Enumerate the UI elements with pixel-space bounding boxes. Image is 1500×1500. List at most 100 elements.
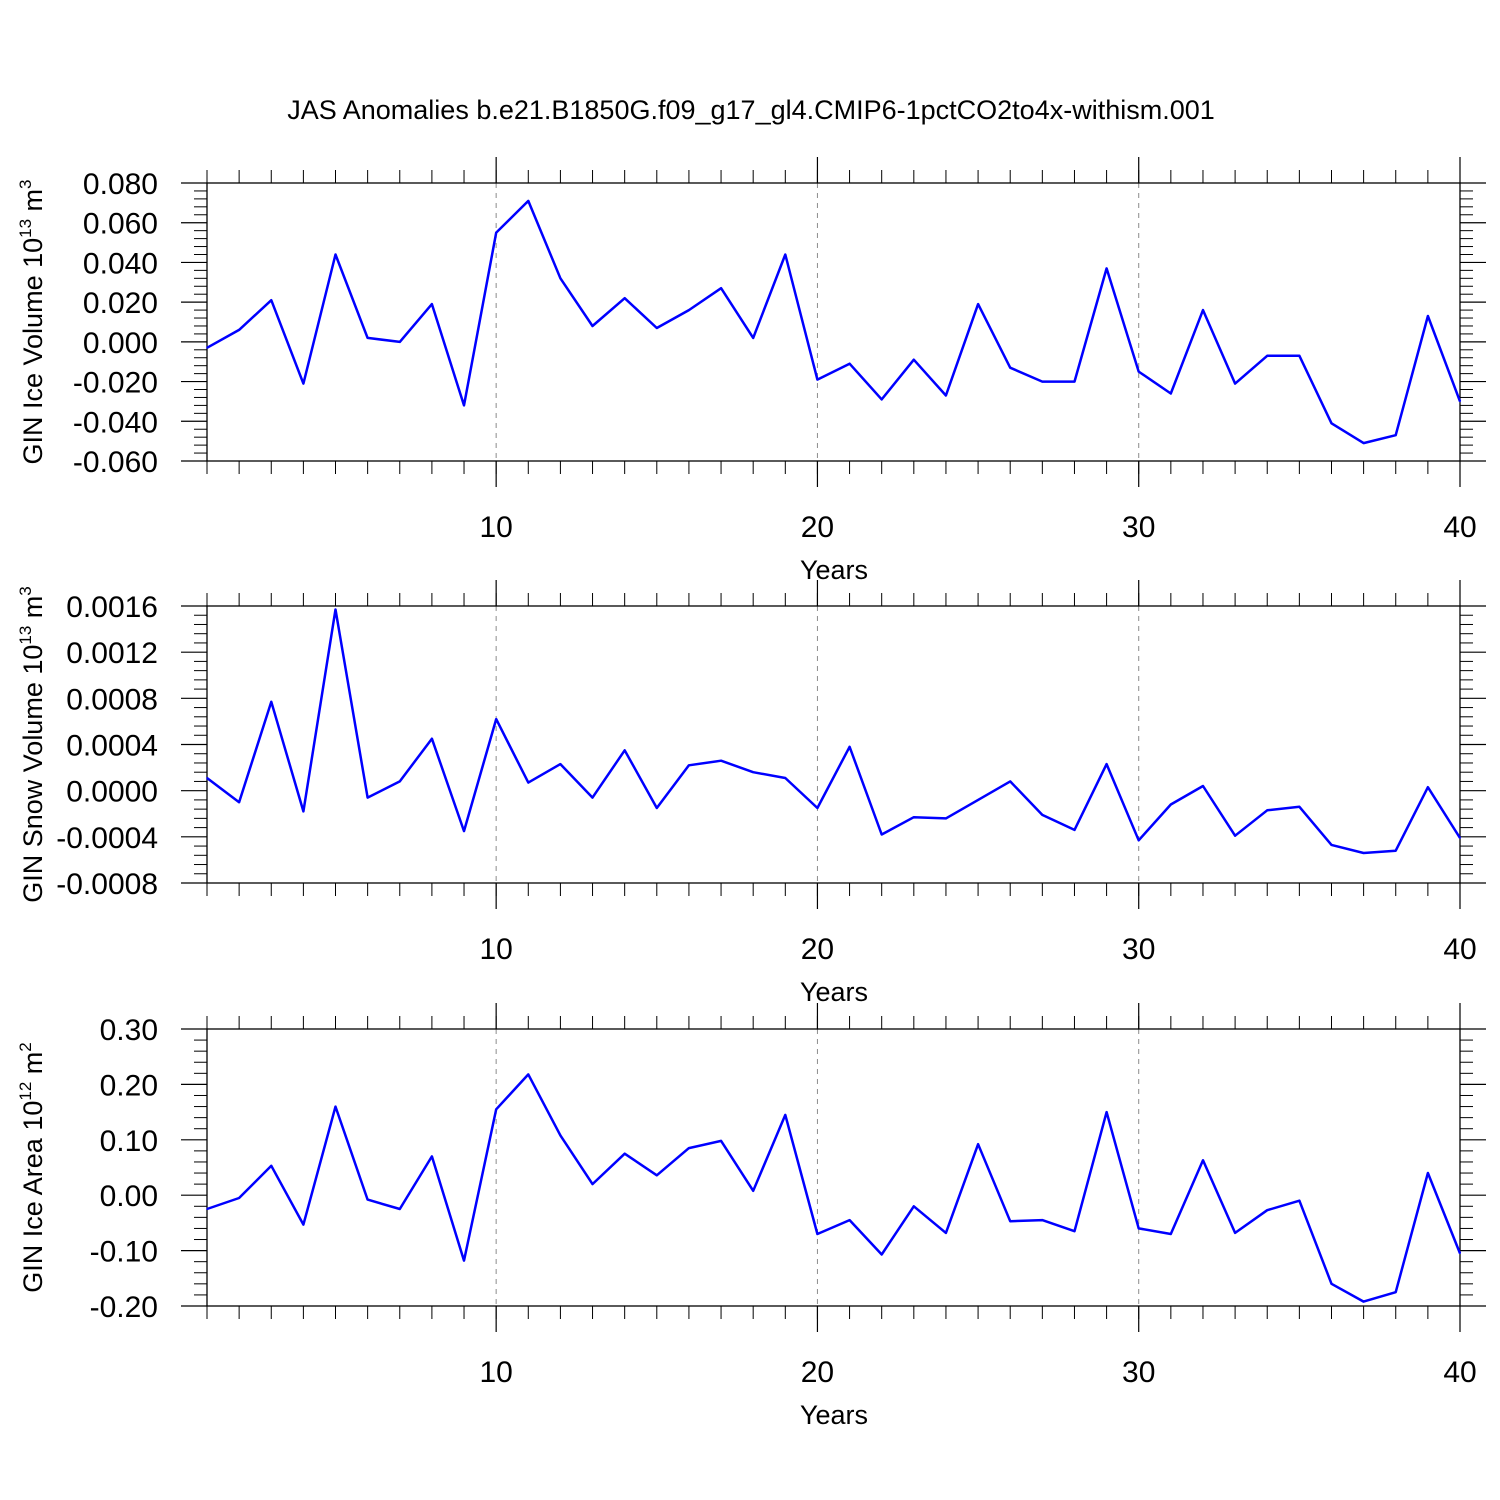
data-point [1137, 839, 1140, 842]
x-tick-label: 10 [479, 511, 512, 544]
data-point [238, 329, 240, 331]
data-point [1073, 829, 1076, 831]
y-tick-label: 0.020 [83, 287, 158, 320]
y-tick-label: 0.20 [100, 1069, 158, 1102]
data-point [720, 1140, 722, 1142]
data-point [688, 764, 690, 767]
data-point [623, 749, 626, 752]
y-tick-label: 0.30 [100, 1014, 158, 1047]
y-tick-label: 0.00 [100, 1180, 158, 1213]
y-axis-label-part: GIN Snow Volume 10 [18, 645, 48, 903]
data-point [559, 277, 562, 280]
data-point [431, 1155, 433, 1158]
series-line [206, 1073, 1462, 1303]
data-point [784, 1114, 787, 1116]
data-point [527, 1073, 530, 1076]
panel-3: 10 20 30 40 -0.20 -0.10 0.00 0.10 0.20 0.30 Years G… [16, 1003, 1486, 1430]
data-point [1105, 267, 1108, 270]
data-point [880, 833, 883, 836]
data-point [1073, 380, 1076, 383]
y-axis-label-superscript: 2 [16, 1042, 35, 1051]
data-point [1041, 1219, 1044, 1221]
panel-1: 10 20 30 40 -0.060 -0.040 -0.020 0.000 0.020 0.04… [16, 157, 1486, 585]
x-tick-label: 20 [801, 1356, 834, 1389]
data-point [1009, 780, 1012, 783]
x-tick-label: 10 [479, 933, 512, 966]
data-point [206, 347, 208, 349]
data-point [1137, 1227, 1140, 1230]
data-point [431, 303, 433, 305]
data-point [880, 1253, 883, 1256]
x-tick-label: 40 [1443, 511, 1476, 544]
data-point [1009, 1220, 1012, 1223]
data-point [463, 830, 465, 832]
data-point [1041, 380, 1044, 383]
data-point [527, 200, 530, 202]
y-axis-label: GIN Ice Area 1012 m2 [16, 1042, 48, 1293]
data-point [366, 796, 369, 799]
data-point [270, 700, 273, 703]
data-point [1170, 1233, 1172, 1235]
data-point [623, 297, 626, 299]
data-point [1234, 1232, 1236, 1234]
data-point [1394, 1291, 1397, 1293]
y-tick-label: 0.0004 [66, 730, 158, 763]
y-axis-label-part: m [18, 1052, 48, 1082]
data-point [1330, 844, 1333, 846]
data-point [1298, 1199, 1301, 1202]
data-point [1137, 370, 1140, 373]
data-point [913, 816, 915, 819]
data-point [816, 807, 819, 809]
data-point [688, 1147, 690, 1149]
data-point [1330, 1283, 1333, 1285]
data-point [1298, 806, 1301, 808]
data-point [784, 777, 787, 779]
data-point [913, 358, 915, 361]
data-point [977, 303, 979, 305]
data-point [1394, 434, 1397, 436]
x-tick-label: 20 [801, 933, 834, 966]
data-point [752, 337, 754, 339]
data-point [1202, 785, 1204, 787]
panels: 10 20 30 40 -0.060 -0.040 -0.020 0.000 0.020 0.04… [16, 157, 1486, 1430]
data-point [398, 1208, 401, 1210]
y-tick-label: -0.0008 [56, 868, 158, 901]
data-point [1298, 354, 1301, 357]
y-axis-label-superscript: 3 [16, 179, 35, 188]
data-point [1427, 786, 1429, 789]
data-point [784, 253, 787, 256]
data-point [848, 746, 851, 748]
data-point [1459, 837, 1461, 839]
data-point [591, 325, 594, 327]
y-tick-label: 0.060 [83, 208, 158, 241]
y-tick-label: -0.0004 [56, 822, 158, 855]
data-point [977, 799, 979, 801]
data-point [848, 1219, 851, 1221]
data-point [206, 1208, 208, 1210]
plot-frame [206, 182, 1461, 462]
chart-title: JAS Anomalies b.e21.B1850G.f09_g17_gl4.C… [287, 95, 1215, 125]
series-line [206, 199, 1462, 445]
data-point [559, 1134, 562, 1137]
data-point [720, 287, 722, 290]
data-point [655, 1174, 658, 1177]
data-point [238, 1197, 240, 1199]
data-point [1266, 809, 1269, 812]
data-point [1266, 1209, 1269, 1211]
data-point [1427, 315, 1429, 317]
data-point [1202, 309, 1204, 311]
y-tick-label: 0.0012 [66, 637, 158, 670]
data-point [816, 1233, 819, 1235]
data-point [591, 796, 594, 799]
x-tick-label: 30 [1122, 933, 1155, 966]
y-axis-label-part: GIN Ice Volume 10 [18, 238, 48, 465]
y-tick-label: 0.080 [83, 168, 158, 201]
data-point [1041, 814, 1044, 816]
data-point [270, 1165, 273, 1167]
data-point [302, 1223, 305, 1226]
data-point [945, 817, 947, 820]
data-point [495, 1108, 497, 1111]
x-tick-label: 30 [1122, 511, 1155, 544]
y-tick-label: -0.20 [90, 1291, 158, 1324]
data-point [302, 382, 305, 385]
